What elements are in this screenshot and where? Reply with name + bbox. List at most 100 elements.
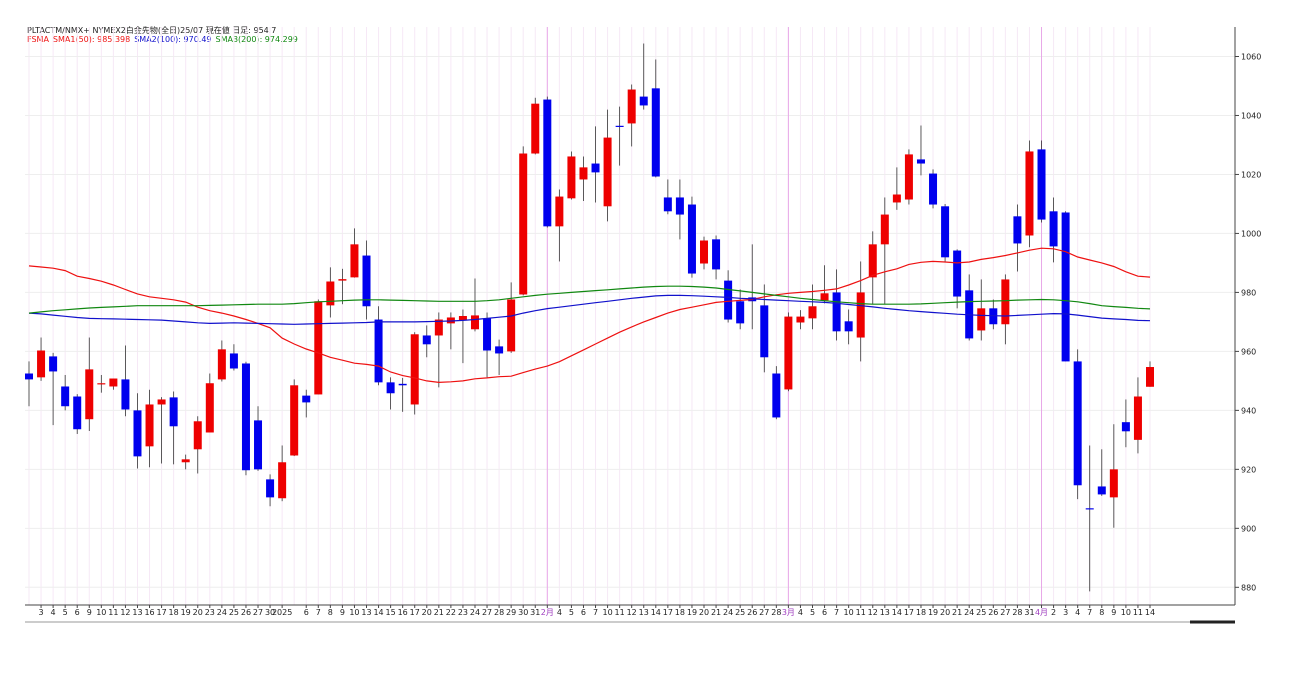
- x-tick-label: 31: [530, 608, 540, 617]
- x-tick-label: 21: [952, 608, 962, 617]
- candle-body: [953, 250, 962, 297]
- x-tick-label: 25: [976, 608, 986, 617]
- x-tick-label: 19: [181, 608, 191, 617]
- x-tick-label: 29: [506, 608, 516, 617]
- x-tick-label: 7: [593, 608, 598, 617]
- candle-body: [663, 197, 672, 212]
- x-tick-label: 2025: [272, 608, 292, 617]
- candle-body: [904, 154, 913, 200]
- x-tick-label: 3: [1063, 608, 1068, 617]
- candle-body: [832, 292, 841, 332]
- x-tick-label: 17: [663, 608, 673, 617]
- candle-body: [458, 316, 467, 321]
- candle-body: [109, 378, 118, 387]
- candle-body: [615, 125, 624, 127]
- candle-body: [784, 316, 793, 390]
- x-tick-label: 21: [434, 608, 444, 617]
- x-tick-label: 13: [880, 608, 890, 617]
- x-tick-label: 23: [458, 608, 468, 617]
- sma-line: [28, 285, 1151, 314]
- candle-body: [97, 383, 106, 385]
- candle-body: [844, 321, 853, 332]
- candle-body: [579, 167, 588, 180]
- x-tick-label: 18: [675, 608, 685, 617]
- x-tick-label: 27: [759, 608, 769, 617]
- x-tick-label: 31: [1024, 608, 1034, 617]
- candle-body: [205, 383, 214, 433]
- candle-body: [591, 163, 600, 173]
- candle-body: [736, 301, 745, 324]
- candle-body: [1013, 216, 1022, 244]
- x-tick-label: 25: [229, 608, 239, 617]
- x-tick-label: 9: [87, 608, 92, 617]
- candle-body: [555, 196, 564, 227]
- x-tick-label: 4月: [1035, 608, 1048, 617]
- candle-body: [1073, 361, 1082, 486]
- y-tick-label: 1020: [1241, 170, 1261, 179]
- candle-body: [145, 404, 154, 447]
- candle-body: [254, 420, 263, 470]
- candle-body: [241, 363, 250, 471]
- y-tick-label: 880: [1241, 583, 1256, 592]
- candle-body: [1085, 508, 1094, 510]
- x-tick-label: 10: [349, 608, 359, 617]
- x-tick-label: 11: [108, 608, 118, 617]
- x-tick-label: 24: [964, 608, 974, 617]
- candle-body: [1097, 486, 1106, 495]
- y-tick-label: 980: [1241, 288, 1256, 297]
- candle-body: [892, 194, 901, 203]
- x-tick-label: 9: [1111, 608, 1116, 617]
- candle-body: [916, 159, 925, 164]
- x-tick-label: 18: [169, 608, 179, 617]
- x-tick-label: 16: [398, 608, 408, 617]
- candle-body: [1049, 211, 1058, 247]
- x-tick-label: 25: [735, 608, 745, 617]
- chart-title: PLTACTM/NMX+ NYMEX2白金先物(全日)25/07 現在値 日足:…: [27, 25, 276, 35]
- x-tick-label: 7: [1087, 608, 1092, 617]
- x-tick-label: 7: [316, 608, 321, 617]
- candle-body: [49, 356, 58, 372]
- x-tick-label: 26: [988, 608, 998, 617]
- x-tick-label: 20: [193, 608, 203, 617]
- candle-body: [1109, 469, 1118, 498]
- x-tick-label: 4: [557, 608, 562, 617]
- candle-body: [868, 244, 877, 278]
- candle-body: [398, 383, 407, 386]
- x-tick-label: 14: [1145, 608, 1155, 617]
- x-tick-label: 4: [51, 608, 56, 617]
- candle-body: [796, 316, 805, 323]
- y-tick-label: 920: [1241, 465, 1256, 474]
- candle-body: [929, 173, 938, 205]
- candle-body: [495, 346, 504, 354]
- candle-body: [1001, 279, 1010, 325]
- x-tick-label: 18: [916, 608, 926, 617]
- x-tick-label: 14: [892, 608, 902, 617]
- x-tick-label: 11: [615, 608, 625, 617]
- candle-body: [808, 306, 817, 319]
- x-tick-label: 16: [144, 608, 154, 617]
- candle-body: [543, 99, 552, 227]
- x-tick-label: 19: [928, 608, 938, 617]
- x-tick-label: 17: [410, 608, 420, 617]
- legend-title: FSMA: [27, 35, 49, 44]
- legend-entry: SMA3(200): 974.299: [216, 35, 298, 44]
- x-tick-label: 20: [422, 608, 432, 617]
- candle-body: [133, 410, 142, 457]
- candle-body: [37, 350, 46, 378]
- x-tick-label: 27: [1000, 608, 1010, 617]
- candle-body: [567, 156, 576, 199]
- candle-body: [314, 301, 323, 395]
- candle-body: [531, 103, 540, 154]
- x-tick-label: 17: [156, 608, 166, 617]
- candle-body: [687, 204, 696, 274]
- legend-entry: SMA2(100): 970.49: [134, 35, 211, 44]
- candle-body: [977, 308, 986, 331]
- x-tick-label: 15: [386, 608, 396, 617]
- candle-body: [193, 421, 202, 450]
- x-tick-label: 7: [834, 608, 839, 617]
- candle-body: [386, 382, 395, 394]
- x-tick-label: 8: [1099, 608, 1104, 617]
- x-tick-label: 20: [699, 608, 709, 617]
- candle-body: [712, 239, 721, 270]
